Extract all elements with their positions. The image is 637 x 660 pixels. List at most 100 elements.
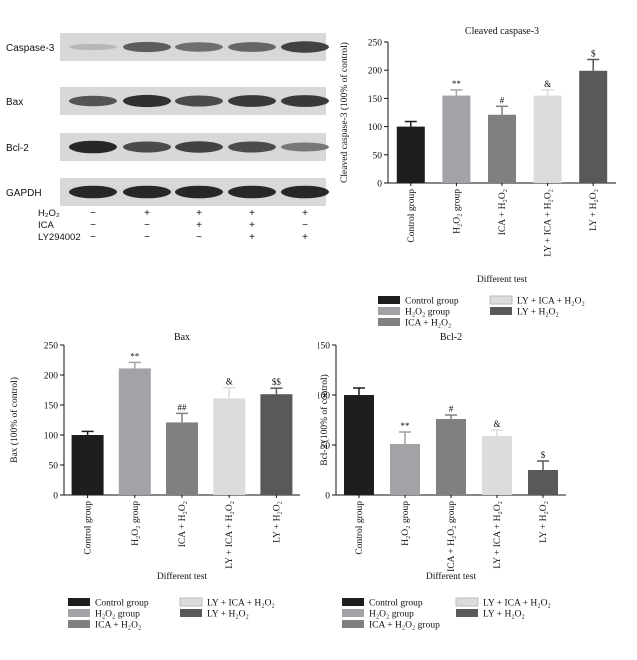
- bar-ly-ica-h-o: [533, 95, 562, 183]
- legend-label-h-o-group: H₂O₂ group: [369, 610, 414, 620]
- bar-ly-ica-h-o: [482, 436, 512, 495]
- bar-h-o-group: [442, 95, 471, 183]
- legend-label-control-group: Control group: [95, 599, 149, 609]
- y-tick-label: 150: [318, 342, 330, 352]
- legend-swatch-h-o-group: [68, 609, 90, 617]
- blot-band: [281, 142, 329, 152]
- y-tick-label: 50: [49, 462, 59, 472]
- y-tick-label: 150: [44, 402, 59, 412]
- y-tick-label: 50: [373, 151, 383, 161]
- bar-ly-h-o: [260, 394, 293, 495]
- y-tick-label: 150: [368, 95, 383, 105]
- x-tick-label: LY + ICA + H₂O₂: [544, 189, 554, 257]
- treatment-label-ica: ICA: [38, 220, 55, 231]
- significance-label: #: [449, 404, 454, 414]
- significance-label: **: [401, 421, 411, 431]
- blot-label-caspase-3: Caspase-3: [6, 43, 55, 54]
- significance-label: **: [130, 351, 140, 361]
- legend-label-ly-h-o: LY + H₂O₂: [207, 610, 249, 620]
- x-tick-label: LY + ICA + H₂O₂: [493, 501, 503, 569]
- x-tick-label: LY + H₂O₂: [589, 189, 599, 231]
- legend-swatch-ly-ica-h-o: [179, 597, 203, 607]
- bar-ica-h-o: [166, 422, 198, 495]
- significance-label: &: [493, 419, 500, 429]
- y-tick-label: 50: [321, 442, 331, 452]
- x-tick-label: LY + ICA + H₂O₂: [225, 501, 235, 569]
- blot-band: [123, 41, 171, 53]
- blot-band: [281, 185, 329, 199]
- bar-ica-h-o: [488, 114, 516, 183]
- legend-label-h-o-group: H₂O₂ group: [405, 308, 450, 318]
- chart-bax: Bax 0 50 100 150 200 250 Bax (100% of control) C…: [9, 332, 300, 631]
- bar-ly-h-o: [579, 70, 608, 183]
- y-axis-label: Bcl-2 (100% of control): [319, 374, 330, 466]
- legend-swatch-ica-h-o: [378, 318, 400, 326]
- x-axis-label: Different test: [157, 571, 208, 582]
- significance-label: &: [544, 79, 551, 89]
- legend-swatch-control-group: [68, 598, 90, 606]
- y-tick-label: 0: [325, 492, 330, 502]
- chart-cleaved-caspase-3: Cleaved caspase-3 0 50 100 150 200 250 Cleaved …: [339, 26, 616, 329]
- blot-band: [69, 43, 117, 51]
- legend-swatch-h-o-group: [342, 609, 364, 617]
- treatment-mark: −: [90, 220, 96, 231]
- y-axis-label: Bax (100% of control): [9, 377, 20, 463]
- y-tick-label: 0: [53, 492, 58, 502]
- y-tick-label: 250: [44, 342, 59, 352]
- treatment-mark: +: [302, 208, 308, 219]
- x-tick-label: H₂O₂ group: [131, 501, 141, 546]
- chart-title: Bcl-2: [440, 332, 462, 343]
- legend-label-h-o-group: H₂O₂ group: [95, 610, 140, 620]
- treatment-mark: −: [144, 232, 150, 243]
- legend-swatch-ly-ica-h-o: [489, 295, 513, 305]
- x-tick-label: Control group: [84, 501, 94, 555]
- blot-label-bcl-2: Bcl-2: [6, 143, 29, 154]
- y-tick-label: 100: [368, 123, 383, 133]
- legend-swatch-ly-h-o: [490, 307, 512, 315]
- blot-band: [175, 95, 223, 107]
- blot-band: [175, 185, 223, 199]
- treatment-mark: −: [144, 220, 150, 231]
- legend-label-ly-h-o: LY + H₂O₂: [483, 610, 525, 620]
- x-tick-label: ICA + H₂O₂: [498, 189, 508, 235]
- blot-band: [228, 95, 276, 107]
- y-tick-label: 200: [368, 67, 383, 77]
- significance-label: &: [226, 377, 233, 387]
- x-tick-label: H₂O₂ group: [401, 501, 411, 546]
- legend-swatch-control-group: [342, 598, 364, 606]
- legend-swatch-h-o-group: [378, 307, 400, 315]
- legend-swatch-ica-h-o-group: [342, 620, 364, 628]
- legend-swatch-ly-ica-h-o: [455, 597, 479, 607]
- y-tick-label: 0: [377, 180, 382, 190]
- bar-ica-h-o-group: [436, 419, 466, 495]
- treatment-mark: +: [249, 232, 255, 243]
- blot-band: [175, 141, 223, 153]
- legend-label-control-group: Control group: [369, 599, 423, 609]
- bar-h-o-group: [390, 444, 420, 495]
- blot-band: [175, 42, 223, 52]
- y-axis-label: Cleaved caspase-3 (100% of control): [339, 42, 350, 183]
- treatment-mark: −: [90, 232, 96, 243]
- significance-label: $$: [272, 377, 282, 387]
- bar-h-o-group: [118, 368, 151, 495]
- treatment-label-ly294002: LY294002: [38, 232, 81, 243]
- treatment-mark: +: [249, 220, 255, 231]
- legend-label-ly-ica-h-o: LY + ICA + H₂O₂: [517, 297, 585, 307]
- legend-label-ly-h-o: LY + H₂O₂: [517, 308, 559, 318]
- treatment-mark: +: [196, 208, 202, 219]
- legend-swatch-ica-h-o: [68, 620, 90, 628]
- chart-title: Cleaved caspase-3: [465, 26, 539, 37]
- bar-ly-h-o: [528, 470, 558, 495]
- treatment-mark: +: [196, 220, 202, 231]
- treatment-mark: −: [90, 208, 96, 219]
- legend-label-ly-ica-h-o: LY + ICA + H₂O₂: [207, 599, 275, 609]
- y-tick-label: 100: [318, 392, 330, 402]
- treatment-mark: −: [196, 232, 202, 243]
- treatment-mark: +: [144, 208, 150, 219]
- y-tick-label: 200: [44, 372, 59, 382]
- significance-label: ##: [178, 402, 188, 412]
- legend-swatch-control-group: [378, 296, 400, 304]
- significance-label: **: [452, 79, 462, 89]
